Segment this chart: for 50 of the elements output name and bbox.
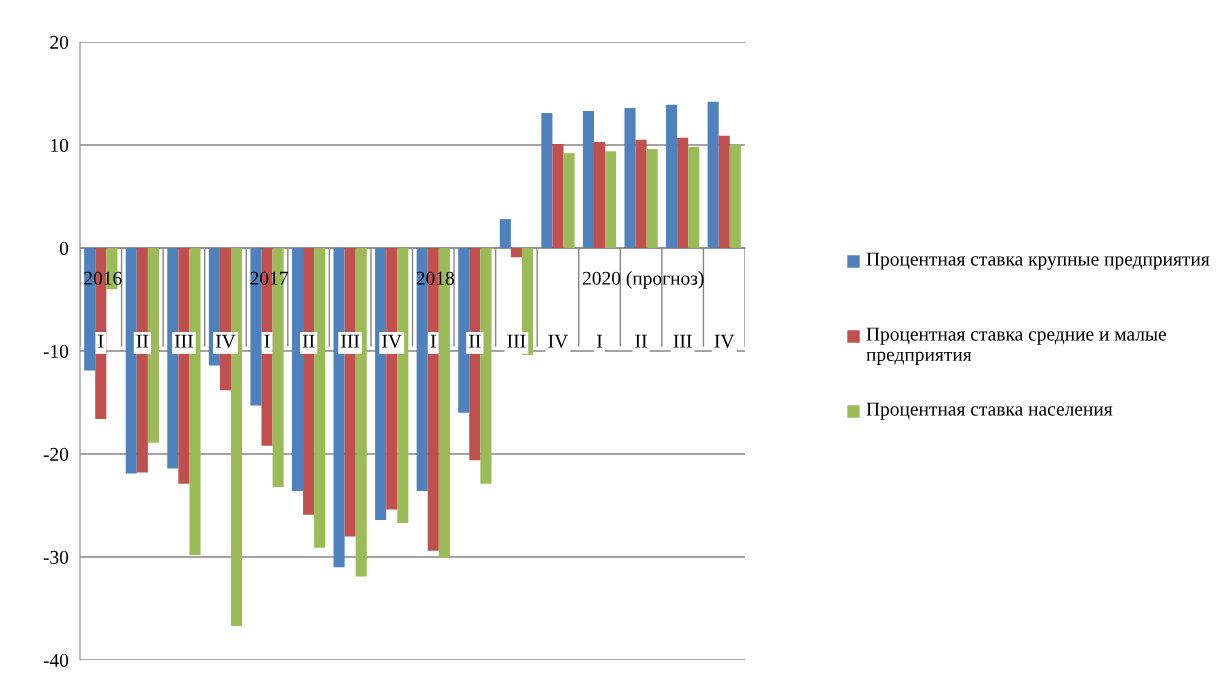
y-tick-label: 0 <box>59 241 69 255</box>
bar <box>646 149 658 248</box>
x-tick-label: II <box>635 334 647 348</box>
bar <box>707 101 719 248</box>
y-tick-label: 10 <box>51 138 69 152</box>
bar <box>552 143 564 248</box>
bar <box>718 135 730 248</box>
bar <box>635 139 647 248</box>
legend-label: Процентная ставка средние и малые предприятия <box>866 327 1166 365</box>
bar <box>563 153 575 248</box>
x-tick-label: I <box>264 334 270 348</box>
x-tick-label: IV <box>215 334 236 348</box>
x-tick-label: III <box>673 334 692 348</box>
y-tick-label: -30 <box>43 550 69 564</box>
bar <box>582 111 594 248</box>
x-tick-label: I <box>98 334 104 348</box>
bar <box>499 219 511 248</box>
bar <box>688 147 700 248</box>
bar <box>125 248 137 474</box>
y-tick-label: -20 <box>43 447 69 461</box>
x-tick-label: II <box>469 334 481 348</box>
bar <box>666 104 678 248</box>
bar <box>314 248 326 548</box>
bar <box>458 248 470 413</box>
legend-label: Процентная ставка населения <box>866 402 1113 420</box>
bar <box>677 137 689 248</box>
y-tick-label: 20 <box>50 35 69 49</box>
bar <box>729 145 741 248</box>
x-tick-label: III <box>174 334 193 348</box>
x-tick-label: IV <box>382 334 402 348</box>
x-tick-label: IV <box>714 334 735 348</box>
x-tick-label: IV <box>548 334 569 348</box>
x-tick-label: III <box>341 334 360 348</box>
x-tick-label: III <box>507 334 526 348</box>
x-tick-label: II <box>302 334 315 348</box>
bar <box>605 151 617 248</box>
bar <box>147 248 159 443</box>
bar <box>541 113 553 248</box>
legend-label: Процентная ставка крупные предприятия <box>866 252 1210 270</box>
y-tick-label: -40 <box>43 653 69 667</box>
y-tick-label: -10 <box>43 344 69 358</box>
x-tick-label: I <box>597 334 603 348</box>
annotation: 2020 (прогноз) <box>582 271 704 289</box>
bar <box>480 248 492 484</box>
x-tick-label: I <box>430 334 436 348</box>
x-tick-label: II <box>136 334 149 348</box>
bar <box>624 107 636 248</box>
bar <box>510 248 522 258</box>
bar <box>291 248 304 492</box>
bar <box>593 141 606 248</box>
